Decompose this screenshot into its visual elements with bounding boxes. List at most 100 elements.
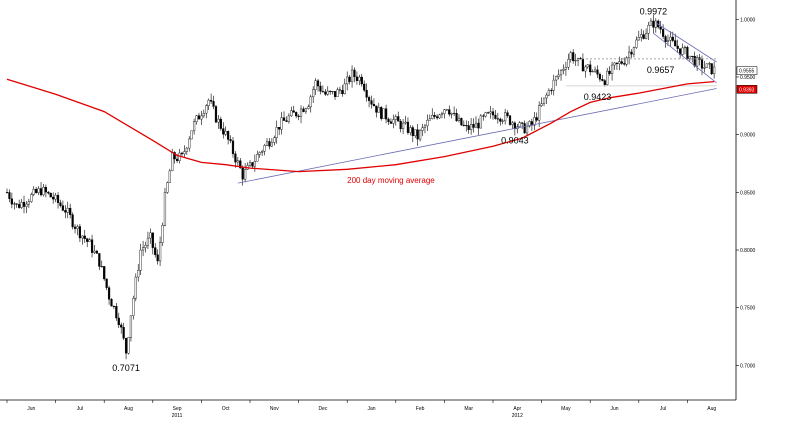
- x-tick-label: Jun: [610, 406, 618, 412]
- candlestick: [363, 80, 366, 92]
- candle-body: [22, 202, 26, 207]
- candlestick: [83, 229, 86, 243]
- candlestick: [431, 108, 434, 120]
- candlestick: [630, 49, 633, 58]
- candle-body: [353, 69, 356, 78]
- candle-body: [261, 151, 264, 153]
- candlestick: [263, 143, 266, 156]
- candle-body: [202, 112, 205, 117]
- candle-body: [674, 40, 677, 47]
- x-tick-label: Aug: [124, 406, 133, 412]
- candle-body: [533, 117, 536, 126]
- candlestick: [511, 120, 514, 129]
- y-tick-label: 0.7000: [740, 363, 756, 369]
- candle-body: [307, 106, 310, 109]
- candlestick: [470, 117, 473, 135]
- candle-body: [197, 115, 201, 120]
- candlestick: [343, 78, 346, 95]
- candlestick: [676, 39, 679, 54]
- candle-body: [341, 90, 344, 95]
- candlestick: [20, 198, 23, 209]
- candle-body: [363, 83, 366, 91]
- candle-body: [61, 205, 64, 211]
- candle-body: [117, 317, 120, 326]
- candlestick: [66, 201, 69, 219]
- candle-body: [453, 112, 456, 114]
- x-tick-label: Jun: [27, 406, 35, 412]
- candlestick: [506, 110, 509, 118]
- candlestick: [200, 110, 203, 126]
- candle-body: [358, 76, 361, 81]
- candle-body: [324, 91, 327, 95]
- candlestick: [555, 75, 558, 86]
- candlestick: [414, 129, 417, 139]
- candlestick: [664, 34, 667, 48]
- candlestick: [224, 126, 227, 137]
- candle-body: [404, 121, 407, 124]
- candle-body: [620, 61, 623, 64]
- candle-body: [35, 189, 38, 193]
- candlestick: [64, 205, 67, 219]
- candlestick: [338, 86, 342, 95]
- candle-body: [127, 337, 130, 354]
- candlestick: [501, 118, 504, 125]
- candlestick: [188, 136, 191, 152]
- candle-body: [124, 338, 128, 354]
- candle-body: [59, 202, 62, 206]
- candle-body: [56, 194, 60, 203]
- candle-body: [275, 127, 278, 138]
- candlestick: [550, 88, 553, 95]
- candlestick: [129, 315, 133, 342]
- candlestick: [482, 113, 485, 121]
- candlestick: [25, 201, 28, 214]
- candlestick: [275, 120, 278, 144]
- candle-body: [377, 107, 380, 113]
- candle-body: [470, 124, 473, 130]
- candle-body: [49, 192, 52, 198]
- y-tick-label: 0.9000: [740, 133, 756, 139]
- candlestick: [287, 113, 290, 124]
- candlestick: [710, 63, 713, 76]
- candlestick: [353, 67, 356, 83]
- candlestick: [601, 74, 604, 82]
- candle-body: [557, 74, 560, 77]
- candlestick: [596, 65, 599, 78]
- candle-body: [129, 315, 133, 338]
- candlestick: [161, 222, 164, 246]
- candlestick: [579, 56, 582, 60]
- last-price-value: 0.9555: [739, 69, 755, 75]
- candle-body: [528, 121, 531, 127]
- candle-body: [555, 76, 558, 81]
- candlestick: [32, 186, 35, 197]
- candle-body: [217, 118, 220, 123]
- candlestick: [642, 30, 645, 40]
- candle-body: [513, 122, 516, 130]
- candlestick: [185, 146, 188, 155]
- candlestick: [214, 104, 218, 124]
- candle-body: [382, 108, 385, 119]
- candle-body: [474, 122, 478, 128]
- candlestick: [329, 90, 332, 95]
- candle-body: [686, 46, 689, 60]
- candlestick: [37, 186, 40, 196]
- candlestick: [81, 235, 84, 245]
- candlestick: [348, 74, 351, 85]
- candle-body: [158, 242, 162, 262]
- candle-body: [270, 142, 273, 147]
- candle-body: [263, 145, 266, 152]
- candlestick: [258, 151, 261, 158]
- candlestick: [278, 127, 281, 136]
- candlestick: [139, 243, 142, 275]
- candlestick: [523, 120, 526, 134]
- candle-body: [625, 57, 628, 65]
- candle-body: [623, 63, 626, 65]
- moving-average-line: [6, 78, 715, 173]
- candlestick: [202, 109, 205, 118]
- candlestick: [484, 111, 487, 118]
- candlestick: [331, 90, 334, 95]
- candlestick: [654, 18, 657, 33]
- candlestick: [384, 104, 388, 124]
- candlestick: [455, 108, 458, 122]
- candlestick: [397, 111, 400, 122]
- candlestick: [61, 200, 64, 212]
